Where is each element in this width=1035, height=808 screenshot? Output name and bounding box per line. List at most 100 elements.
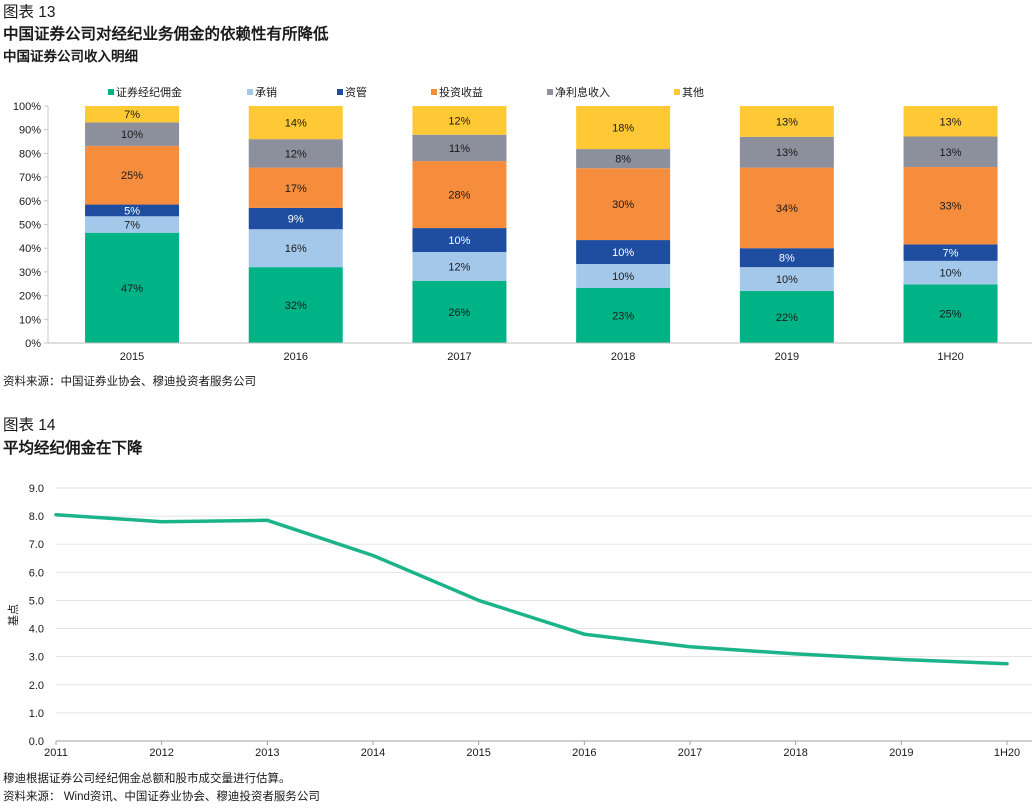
bar-segment xyxy=(739,136,834,168)
data-point xyxy=(582,632,586,636)
legend-swatch xyxy=(247,89,253,95)
data-point xyxy=(794,652,798,656)
figure-14-title: 平均经纪佣金在下降 xyxy=(3,440,143,457)
legend-label: 其他 xyxy=(682,86,704,99)
bar-data-label: 13% xyxy=(940,116,962,128)
bar-segment xyxy=(903,106,998,137)
bar-data-label: 16% xyxy=(285,243,307,255)
legend-label: 投资收益 xyxy=(439,85,483,99)
bar-segment xyxy=(576,106,671,150)
legend-swatch xyxy=(674,89,680,95)
bar-data-label: 11% xyxy=(449,143,470,155)
bar-data-label: 8% xyxy=(615,154,631,166)
bar-data-label: 10% xyxy=(776,274,798,286)
bar-data-label: 10% xyxy=(612,247,634,259)
bar-segment xyxy=(412,252,507,281)
bar-segment xyxy=(903,167,998,245)
line-chart: 0.0 1.0 2.0 3.0 4.0 5.0 6.0 7.0 8.0 9.0 2011 2012 20… xyxy=(7,483,1032,759)
bar-segment xyxy=(739,290,834,343)
bar-segment xyxy=(85,232,180,343)
bar-data-label: 10% xyxy=(121,129,143,141)
line-plot-area: 0.0 1.0 2.0 3.0 4.0 5.0 6.0 7.0 8.0 9.0 2011 2012 20… xyxy=(7,483,1032,759)
legend-swatch xyxy=(337,89,343,95)
x-tick-label: 2016 xyxy=(284,351,308,363)
y-tick-label: 0.0 xyxy=(29,736,44,748)
bar-plot-area: 0% 10% 20% 30% 40% 50% 60% 70% 80% 90% 100% 47% 7% 5%… xyxy=(13,85,1032,363)
figure-13-source: 资料来源：中国证券业协会、穆迪投资者服务公司 xyxy=(3,376,256,388)
y-tick-label: 1.0 xyxy=(29,708,44,720)
bar-data-label: 34% xyxy=(776,203,798,215)
y-tick-label: 10% xyxy=(19,314,41,326)
bar-segment xyxy=(576,149,671,169)
legend-item: 承销 xyxy=(247,85,277,99)
y-tick-label: 6.0 xyxy=(29,567,44,579)
bar-data-label: 18% xyxy=(612,123,634,135)
data-point xyxy=(54,513,58,517)
legend-item: 其他 xyxy=(674,86,704,99)
data-point xyxy=(160,520,164,524)
data-point xyxy=(899,657,903,661)
bar-data-label: 22% xyxy=(776,312,798,324)
figure-14-source: 资料来源： Wind资讯、中国证券业协会、穆迪投资者服务公司 xyxy=(3,791,320,803)
y-tick-label: 9.0 xyxy=(29,483,44,495)
bar-data-label: 8% xyxy=(779,253,795,265)
x-tick-label: 2014 xyxy=(361,747,385,759)
bar-data-label: 5% xyxy=(124,205,140,217)
bar-data-label: 47% xyxy=(121,283,143,295)
bar-segment xyxy=(903,244,998,261)
x-tick-label: 2013 xyxy=(255,747,279,759)
y-axis-title: 基点 xyxy=(7,604,20,626)
x-tick-label: 2018 xyxy=(783,747,807,759)
x-tick-label: 2012 xyxy=(149,747,173,759)
bar-segment xyxy=(248,139,343,168)
legend-item: 证券经纪佣金 xyxy=(108,85,182,99)
x-tick-label: 2015 xyxy=(466,747,490,759)
y-tick-label: 40% xyxy=(19,243,41,255)
bar-data-label: 7% xyxy=(124,109,140,121)
bar-segment xyxy=(739,106,834,137)
figure-13-label: 图表 13 xyxy=(3,4,56,21)
y-tick-label: 5.0 xyxy=(29,595,44,607)
y-tick-label: 60% xyxy=(19,196,41,208)
bar-data-label: 23% xyxy=(612,310,634,322)
legend-label: 承销 xyxy=(255,85,277,99)
bar-segment xyxy=(248,207,343,230)
bar-segment xyxy=(85,145,180,205)
legend-label: 资管 xyxy=(345,85,367,99)
x-tick-label: 2019 xyxy=(775,351,799,363)
bar-segment xyxy=(576,240,671,264)
figure-14-label: 图表 14 xyxy=(3,417,56,434)
bar-stack-0: 47% 7% 5% 25% 10% 7% xyxy=(85,106,180,343)
bar-segment xyxy=(903,284,998,343)
figure-13-subtitle: 中国证券公司收入明细 xyxy=(3,49,138,64)
bar-segment xyxy=(248,229,343,268)
y-tick-label: 80% xyxy=(19,148,41,160)
series-line xyxy=(54,512,1009,666)
bar-segment xyxy=(576,168,671,241)
x-tick-label: 2015 xyxy=(120,351,144,363)
x-tick-label: 2016 xyxy=(572,747,596,759)
bar-segment xyxy=(248,167,343,208)
bar-data-label: 13% xyxy=(940,147,962,159)
bar-data-label: 12% xyxy=(448,261,470,273)
data-point xyxy=(265,518,269,522)
x-tick-label: 1H20 xyxy=(937,351,963,363)
bar-data-label: 13% xyxy=(776,116,798,128)
bar-data-label: 17% xyxy=(285,183,307,195)
bar-data-label: 12% xyxy=(448,115,470,127)
bar-data-label: 10% xyxy=(612,271,634,283)
figure-13-title: 中国证券公司对经纪业务佣金的依赖性有所降低 xyxy=(3,26,329,43)
figure-14-note: 穆迪根据证券公司经纪佣金总额和股市成交量进行估算。 xyxy=(3,773,291,785)
x-tick-label: 2019 xyxy=(889,747,913,759)
bar-segment xyxy=(248,267,343,343)
x-tick-label: 2011 xyxy=(44,747,68,759)
bar-data-label: 13% xyxy=(776,147,798,159)
legend-label: 证券经纪佣金 xyxy=(116,85,182,99)
bar-stack-2: 26% 12% 10% 28% 11% 12% xyxy=(412,106,507,343)
bar-data-label: 14% xyxy=(285,118,307,130)
legend-swatch xyxy=(108,89,114,95)
bar-segment xyxy=(576,264,671,288)
bar-segment xyxy=(248,106,343,140)
bar-segment xyxy=(739,267,834,291)
bar-data-label: 12% xyxy=(285,148,307,160)
